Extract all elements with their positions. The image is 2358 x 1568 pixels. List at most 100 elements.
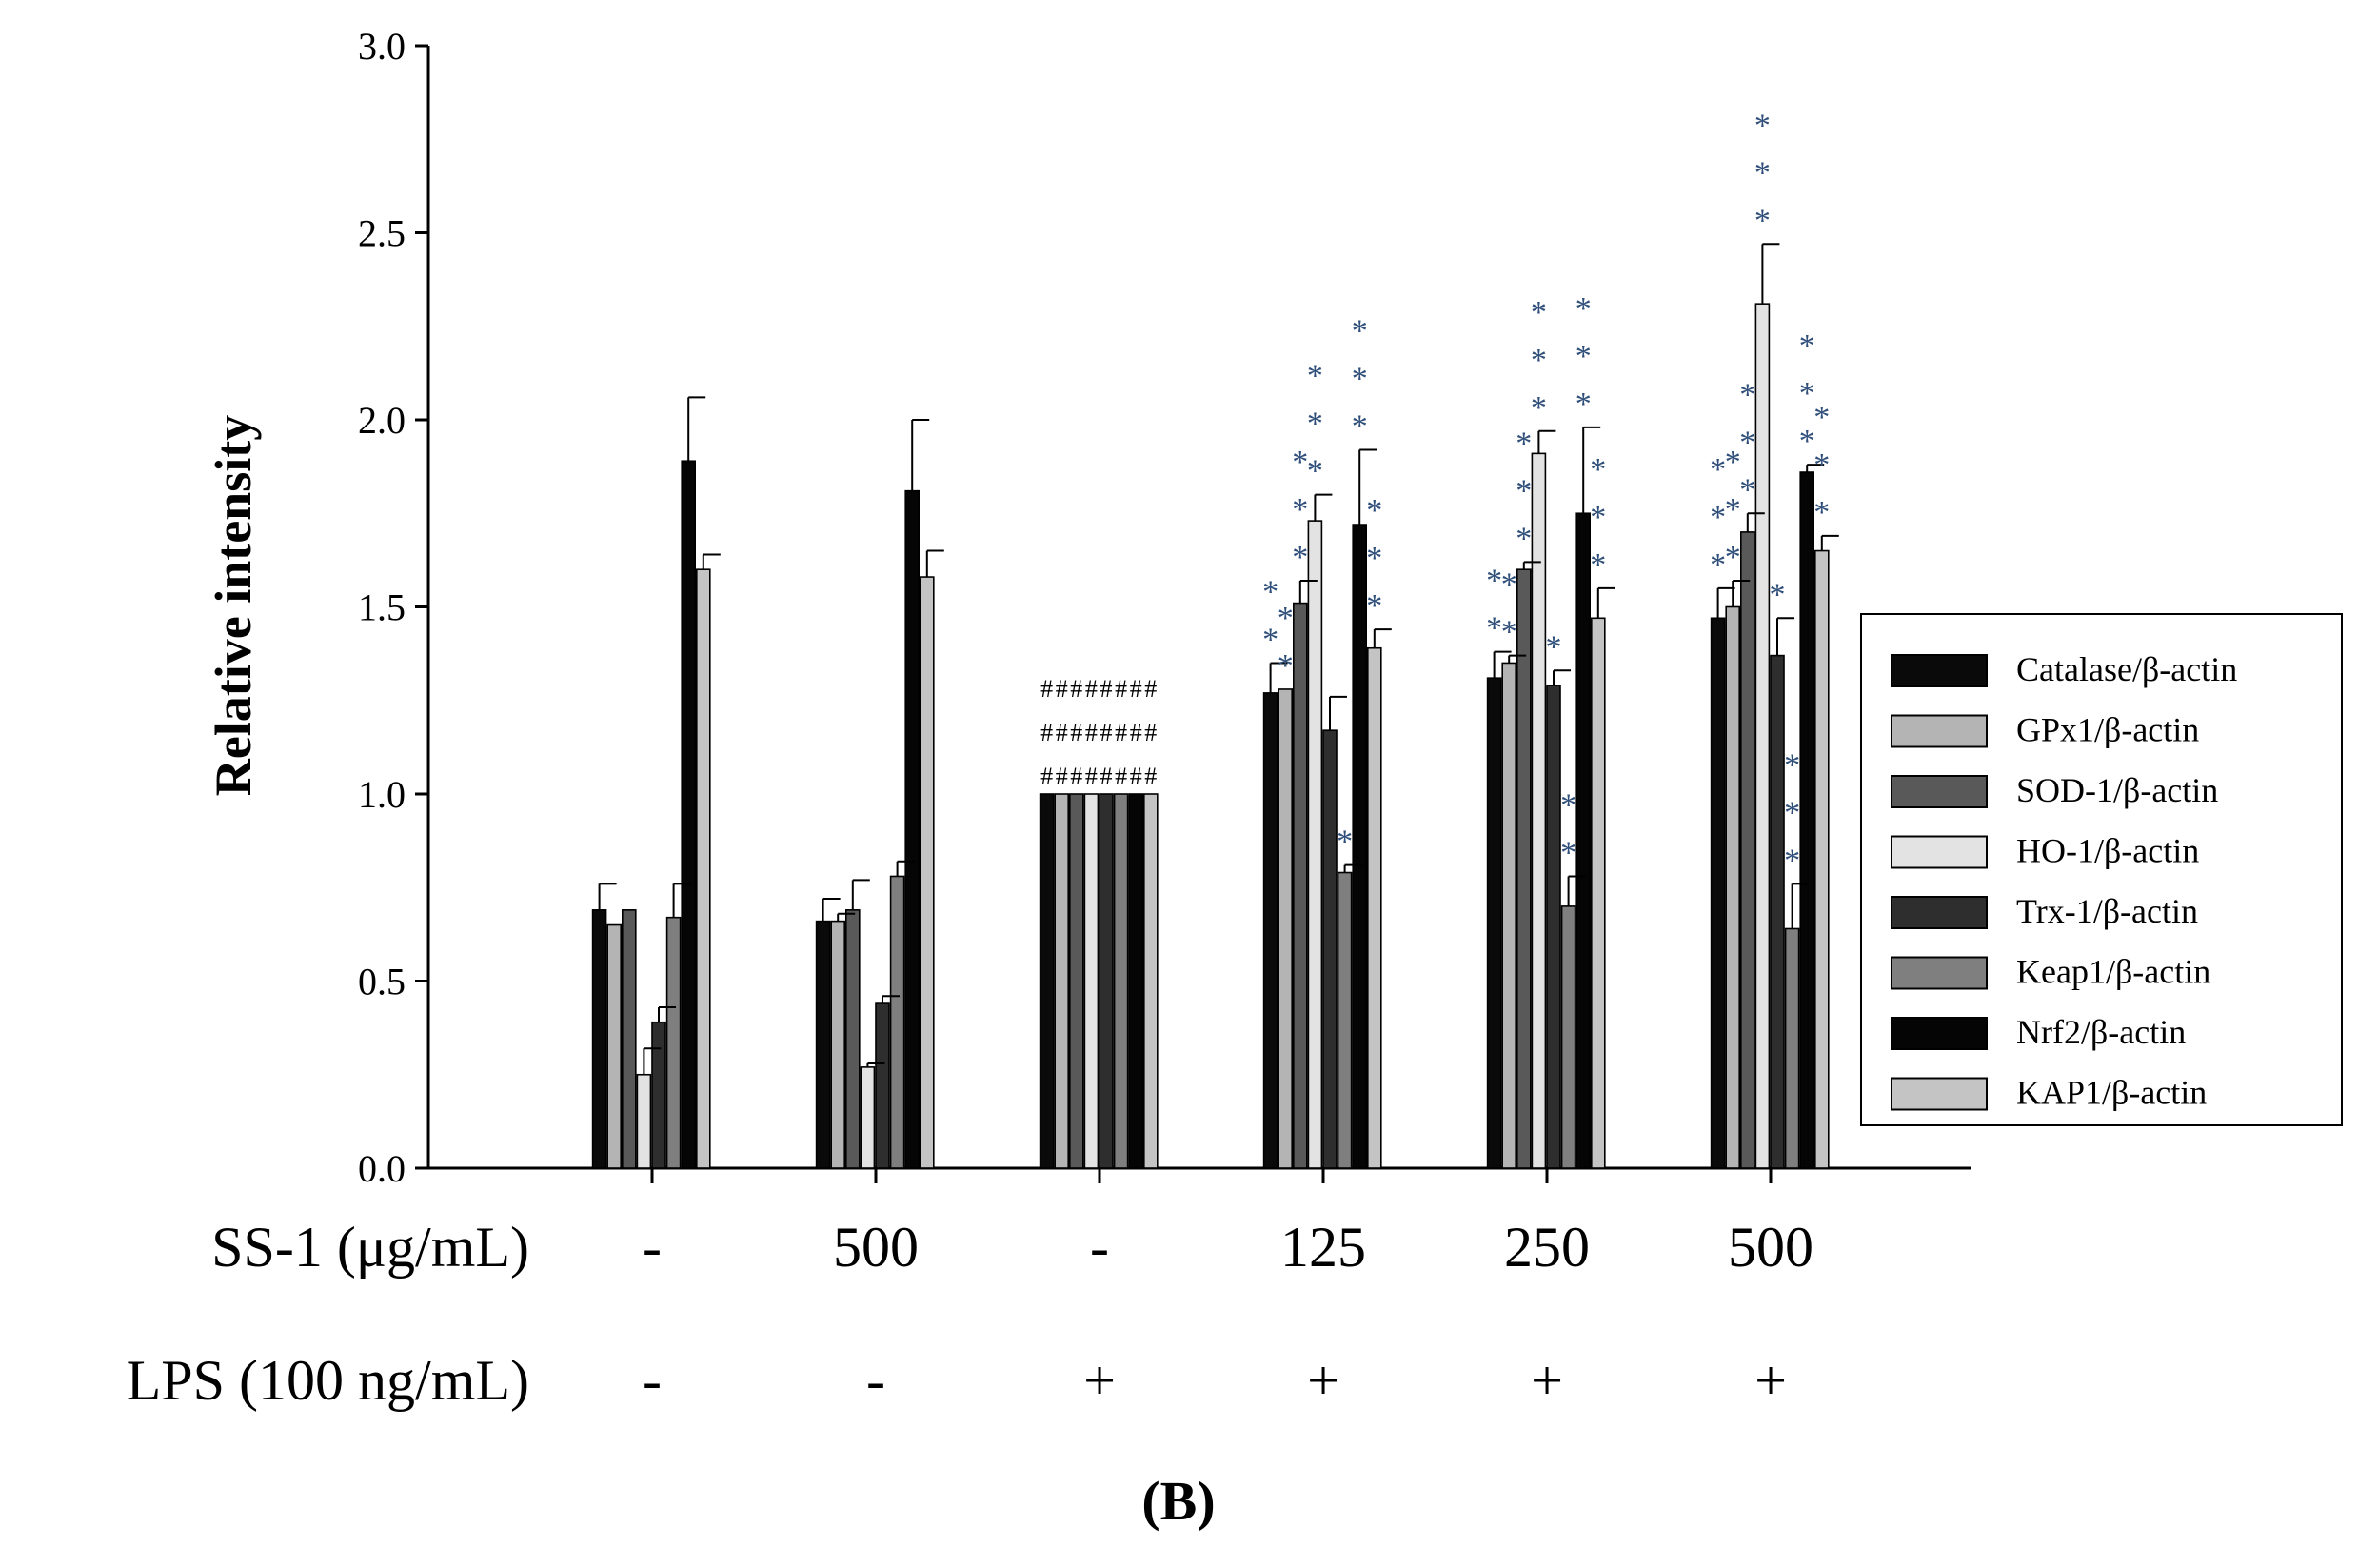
significance-asterisk: * [1739,377,1755,412]
significance-asterisk: * [1366,493,1382,528]
significance-asterisk: * [1590,500,1606,535]
significance-asterisk: * [1307,454,1323,489]
bar [1531,452,1547,1169]
bar [695,568,711,1169]
bar [1113,793,1129,1169]
significance-hash: # [1085,675,1098,703]
bar [1143,793,1159,1169]
bar [1307,520,1323,1169]
significance-hash: # [1115,763,1127,790]
y-tick-label: 1.0 [358,773,406,816]
significance-asterisk: * [1278,648,1294,684]
bar [606,923,623,1169]
legend-label: Trx-1/β-actin [2016,892,2198,930]
ss1-value-label: 125 [1280,1216,1366,1279]
significance-hash: # [1070,719,1082,746]
bar [1740,531,1755,1169]
significance-asterisk: * [1590,452,1606,487]
significance-hash: # [1085,763,1098,790]
bar [889,875,905,1169]
bar [1501,662,1516,1169]
significance-hash: # [1100,719,1113,746]
significance-asterisk: * [1590,547,1606,583]
significance-asterisk: * [1754,108,1771,143]
bar [1591,617,1606,1169]
significance-asterisk: * [1813,447,1830,483]
significance-asterisk: * [1352,313,1368,348]
lps-value-label: + [1531,1349,1563,1412]
bar [1710,617,1726,1169]
significance-hash: # [1040,763,1053,790]
bar [665,916,682,1169]
ss1-value-label: - [643,1216,662,1279]
bar [1725,605,1740,1169]
lps-value-label: + [1083,1349,1116,1412]
significance-hash: # [1056,763,1068,790]
bar [1337,871,1353,1169]
legend-label: KAP1/β-actin [2016,1074,2207,1112]
significance-asterisk: * [1710,452,1726,487]
legend-swatch [1891,714,1988,748]
legend-label: SOD-1/β-actin [2016,771,2218,809]
significance-asterisk: * [1575,387,1592,422]
significance-hash: # [1085,719,1098,746]
y-tick-label: 2.5 [358,212,406,255]
significance-asterisk: * [1770,577,1786,612]
bar [1546,685,1561,1169]
bar [830,920,846,1169]
significance-asterisk: * [1784,843,1800,878]
significance-asterisk: * [1292,445,1308,480]
significance-asterisk: * [1813,495,1830,530]
significance-hash: # [1130,719,1142,746]
significance-asterisk: * [1352,408,1368,444]
legend-label: Nrf2/β-actin [2016,1013,2186,1051]
bar [1516,568,1532,1169]
significance-asterisk: * [1501,615,1517,650]
significance-asterisk: * [1486,564,1502,599]
significance-asterisk: * [1739,472,1755,507]
significance-asterisk: * [1262,622,1278,657]
y-tick-label: 2.0 [358,399,406,442]
legend-swatch [1891,1017,1988,1050]
bar [1099,793,1114,1169]
bar [1054,793,1069,1169]
significance-asterisk: * [1754,155,1771,190]
significance-hash: # [1144,675,1157,703]
significance-hash: # [1115,675,1127,703]
significance-hash: # [1100,763,1113,790]
significance-asterisk: * [1501,567,1517,603]
significance-asterisk: * [1366,541,1382,576]
significance-asterisk: * [1754,203,1771,238]
significance-asterisk: * [1546,629,1562,665]
row-label-ss1: SS-1 (μg/mL) [211,1216,529,1279]
bar [1486,677,1502,1169]
significance-asterisk: * [1799,328,1815,364]
significance-asterisk: * [1292,540,1308,575]
significance-asterisk: * [1725,445,1741,480]
significance-asterisk: * [1307,359,1323,394]
significance-hash: # [1056,675,1068,703]
lps-value-label: - [643,1349,662,1412]
significance-asterisk: * [1725,540,1741,575]
ss1-value-label: 500 [833,1216,919,1279]
bar [1128,793,1143,1169]
significance-hash: # [1040,675,1053,703]
bar [621,909,637,1169]
bar [1784,927,1800,1169]
significance-asterisk: * [1516,521,1532,556]
y-tick-label: 0.5 [358,961,406,1003]
significance-asterisk: * [1531,343,1547,378]
bar [1069,793,1084,1169]
significance-hash: # [1144,763,1157,790]
significance-asterisk: * [1337,824,1353,860]
significance-asterisk: * [1784,747,1800,783]
significance-asterisk: * [1516,473,1532,508]
bar [636,1073,652,1169]
significance-asterisk: * [1739,425,1755,460]
significance-hash: # [1100,675,1113,703]
significance-hash: # [1115,719,1127,746]
bar [1352,524,1367,1169]
significance-asterisk: * [1560,835,1576,870]
significance-asterisk: * [1575,339,1592,374]
